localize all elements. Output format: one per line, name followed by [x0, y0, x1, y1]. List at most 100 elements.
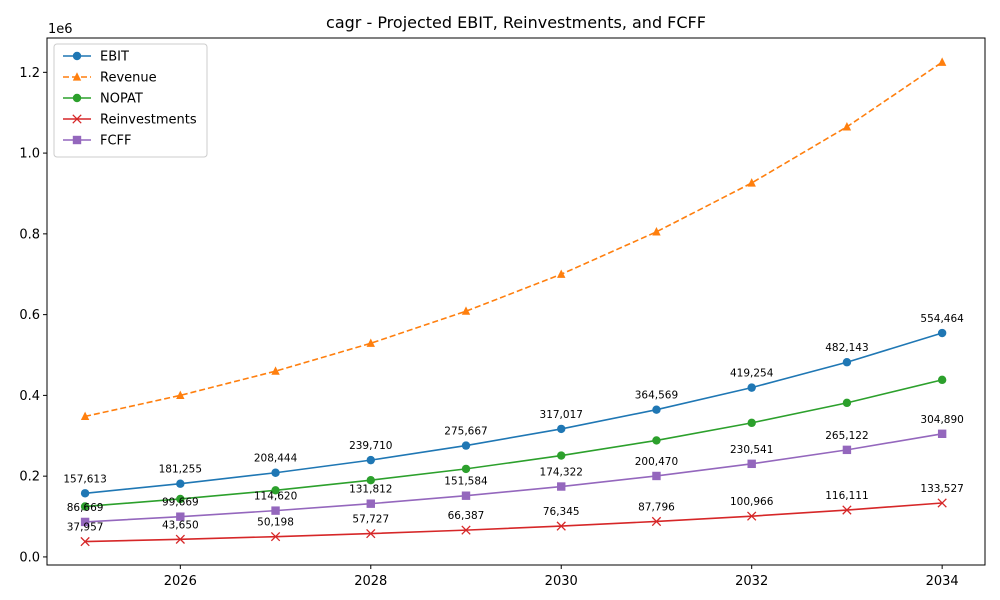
legend-item: FCFF	[63, 134, 132, 149]
data-label: 230,541	[730, 444, 773, 456]
data-label: 174,322	[540, 467, 583, 479]
legend-item: NOPAT	[63, 92, 143, 107]
data-label: 116,111	[825, 490, 868, 502]
series-line	[85, 332, 943, 495]
data-label: 133,527	[920, 483, 963, 495]
data-label: 419,254	[730, 368, 774, 380]
data-point	[842, 398, 852, 408]
series-line	[85, 433, 943, 523]
data-point	[176, 390, 185, 399]
data-point	[176, 494, 185, 504]
data-point	[747, 511, 757, 521]
data-point	[651, 516, 662, 527]
y-tick-label: 0.4	[19, 389, 40, 404]
data-point	[271, 506, 280, 515]
data-point	[271, 468, 280, 477]
series-ebit	[80, 328, 947, 498]
data-point	[747, 383, 756, 392]
y-tick-label: 0.6	[19, 308, 40, 323]
legend-item: EBIT	[63, 50, 129, 65]
data-point	[72, 51, 82, 61]
legend-label: FCFF	[100, 134, 132, 149]
data-point-stroke	[651, 516, 662, 527]
y-tick-label: 1.2	[19, 66, 40, 81]
data-label: 554,464	[920, 313, 964, 325]
data-point	[556, 521, 566, 531]
legend: EBIT Revenue NOPAT Reinvestments FCFF	[53, 43, 208, 158]
data-point	[175, 534, 185, 544]
data-point	[461, 306, 471, 315]
data-label: 181,255	[159, 464, 202, 476]
data-label: 100,966	[730, 496, 774, 508]
data-point	[747, 178, 756, 187]
y-tick-label: 0.2	[19, 470, 40, 485]
data-point	[80, 489, 90, 498]
y-tick-label: 0.0	[19, 550, 40, 565]
data-label: 482,143	[825, 342, 868, 354]
data-point	[557, 424, 566, 434]
data-label: 364,569	[635, 390, 678, 402]
data-point	[557, 451, 566, 460]
data-point	[937, 429, 947, 438]
annotations: 157,613 181,255 208,444 239,710 275,667 317,0…	[63, 313, 964, 534]
data-point-stroke	[556, 521, 566, 531]
data-label: 151,584	[444, 476, 488, 488]
x-tick-label: 2028	[354, 574, 387, 589]
x-tick-label: 2032	[735, 574, 768, 589]
x-tick-label: 2026	[164, 574, 197, 589]
series-nopat	[80, 375, 947, 511]
data-point	[72, 72, 82, 81]
data-point-stroke	[842, 505, 852, 515]
data-point-stroke	[270, 531, 281, 542]
legend-label: EBIT	[100, 50, 129, 65]
data-label: 99,669	[162, 497, 199, 509]
data-point	[557, 482, 566, 491]
data-label: 50,198	[257, 517, 294, 529]
axes: 2026 2028 2030 2032 2034 0.0 0.2 0.4 0.6 0.8 1.0 1.…	[19, 37, 986, 589]
data-label: 304,890	[920, 414, 963, 426]
data-point	[937, 498, 947, 508]
y-tick-label: 0.8	[19, 227, 40, 242]
data-point	[271, 486, 280, 495]
plot-frame	[46, 37, 986, 566]
data-label: 57,727	[352, 514, 389, 526]
data-point-stroke	[175, 534, 185, 544]
data-point	[842, 445, 852, 455]
data-point	[652, 471, 661, 481]
data-point	[842, 505, 852, 515]
data-label: 66,387	[448, 510, 485, 522]
data-point	[461, 464, 471, 474]
legend-box	[53, 43, 208, 158]
data-point-stroke	[72, 114, 82, 124]
data-point	[80, 411, 90, 420]
data-point	[366, 338, 375, 347]
data-label: 275,667	[444, 426, 487, 438]
data-point	[937, 57, 947, 66]
legend-item: Revenue	[63, 71, 157, 86]
data-point	[271, 366, 280, 375]
data-point-stroke	[366, 528, 376, 539]
data-point	[747, 459, 756, 469]
data-point	[652, 227, 661, 236]
data-point	[80, 517, 90, 527]
data-point	[366, 499, 375, 508]
data-point	[842, 358, 852, 367]
data-point-stroke	[747, 511, 757, 521]
data-point	[366, 475, 375, 485]
data-point	[937, 328, 947, 338]
data-point	[72, 93, 82, 103]
data-label: 265,122	[825, 430, 868, 442]
data-point	[270, 531, 281, 542]
data-point-stroke	[80, 536, 90, 547]
data-point	[842, 122, 852, 131]
legend-item: Reinvestments	[63, 113, 197, 128]
legend-label: NOPAT	[100, 92, 143, 107]
series-layer	[80, 57, 947, 547]
legend-label: Revenue	[100, 71, 157, 86]
series-line	[85, 379, 943, 508]
series-line	[84, 61, 943, 418]
series-reinvestments	[80, 498, 947, 547]
data-label: 87,796	[638, 501, 675, 513]
